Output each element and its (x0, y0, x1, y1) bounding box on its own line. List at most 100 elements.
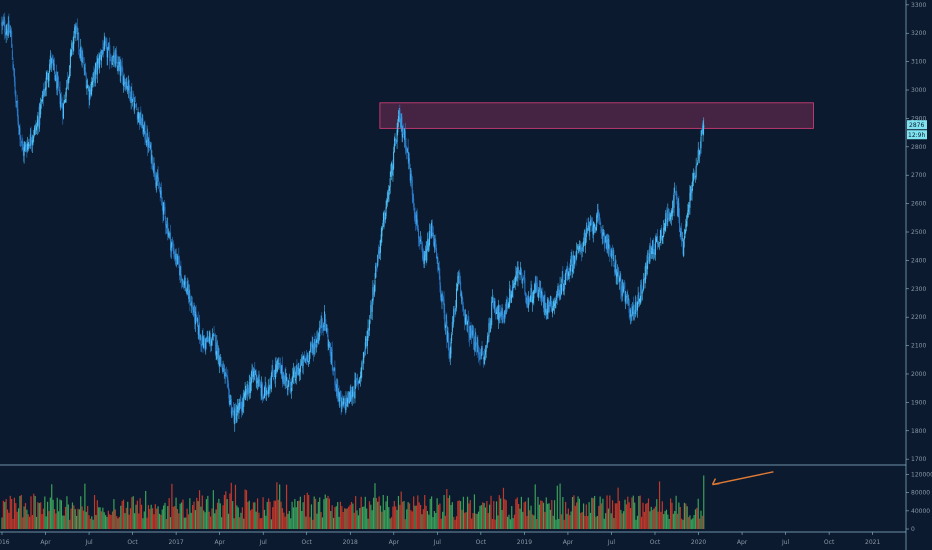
candle-body (174, 256, 176, 260)
candle-body (125, 82, 127, 89)
candle-body (398, 111, 400, 115)
volume-bar (665, 509, 668, 529)
candle-body (290, 385, 292, 392)
candle-body (94, 70, 96, 81)
candle-body (323, 325, 325, 327)
volume-bar (324, 494, 326, 529)
candle-body (265, 383, 267, 394)
candle-body (524, 277, 526, 294)
candle-body (47, 78, 49, 80)
candle-body (190, 302, 192, 306)
candle-body (629, 313, 631, 317)
candle-body (101, 50, 103, 55)
volume-bar (611, 500, 614, 529)
volume-bar (51, 484, 53, 529)
volume-bar (262, 497, 264, 529)
candle-body (507, 304, 509, 309)
candle-body (270, 383, 272, 388)
candle-body (225, 373, 227, 376)
candle-body (5, 32, 7, 36)
candle-body (348, 392, 350, 403)
volume-bar (70, 508, 72, 529)
candle-body (169, 232, 171, 234)
volume-bar (143, 511, 145, 529)
candle-body (217, 350, 219, 362)
candle-body (430, 232, 432, 234)
volume-bar (180, 502, 183, 529)
candle-body (520, 269, 522, 278)
candle-body (13, 68, 15, 82)
candle-body (615, 260, 617, 277)
candle-body (632, 306, 634, 315)
volume-bar (352, 503, 354, 529)
volume-bar (122, 499, 125, 529)
candle-body (144, 123, 146, 140)
candle-body (583, 232, 585, 244)
countdown-tag-bg (907, 130, 927, 140)
candle-body (503, 315, 505, 319)
price-tick-label: 2200 (911, 314, 926, 321)
volume-bar (154, 504, 156, 529)
candle-body (273, 375, 275, 377)
candle-body (319, 327, 321, 329)
volume-bar (236, 505, 238, 529)
candle-body (9, 31, 11, 34)
volume-bar (390, 517, 393, 529)
volume-bar (694, 509, 697, 529)
candle-body (148, 137, 150, 148)
volume-bar (151, 508, 154, 529)
candle-body (17, 108, 19, 122)
candle-body (447, 331, 449, 342)
candle-body (38, 120, 40, 127)
volume-bar (646, 502, 648, 529)
candle-body (105, 40, 107, 44)
candle-body (685, 224, 687, 229)
candle-body (580, 251, 582, 253)
candle-body (700, 136, 702, 149)
candle-body (155, 183, 157, 185)
candle-body (320, 319, 322, 328)
candle-body (473, 333, 475, 350)
candle-body (579, 247, 581, 249)
volume-bar (134, 513, 136, 529)
volume-bar (429, 498, 431, 529)
candle-body (367, 327, 369, 335)
volume-bar (197, 501, 199, 529)
candle-body (689, 192, 691, 208)
candle-body (7, 31, 9, 36)
volume-bar (382, 494, 384, 529)
volume-bar (305, 516, 307, 529)
price-tick-label: 2700 (911, 172, 926, 179)
candle-body (84, 68, 86, 70)
candle-body (386, 201, 388, 206)
time-axis-ticks[interactable]: 2016AprJulOct2017AprJulOct2018AprJulOct2… (0, 532, 880, 546)
candle-body (448, 341, 450, 351)
volume-bar (279, 484, 281, 529)
candle-body (346, 400, 348, 407)
candle-body (96, 61, 98, 75)
candle-body (684, 229, 686, 235)
volume-bar (219, 503, 221, 529)
candle-body (208, 339, 210, 342)
volume-bar (200, 506, 202, 529)
volume-bar (44, 496, 46, 529)
candle-body (303, 357, 305, 359)
candle-body (460, 293, 462, 299)
volume-bar (511, 506, 513, 529)
price-axis-ticks[interactable]: 1700180019002000210022002300240025002600… (906, 2, 926, 463)
candle-body (87, 87, 89, 89)
volume-bar (439, 503, 441, 529)
candle-body (539, 288, 541, 292)
candle-body (279, 364, 281, 366)
time-tick-label: Jul (259, 539, 268, 546)
candle-body (53, 63, 55, 74)
candle-body (49, 64, 51, 73)
candle-body (583, 241, 585, 248)
candle-body (514, 281, 516, 282)
volume-bar (541, 500, 543, 529)
candle-body (252, 372, 254, 377)
candle-body (234, 409, 236, 411)
